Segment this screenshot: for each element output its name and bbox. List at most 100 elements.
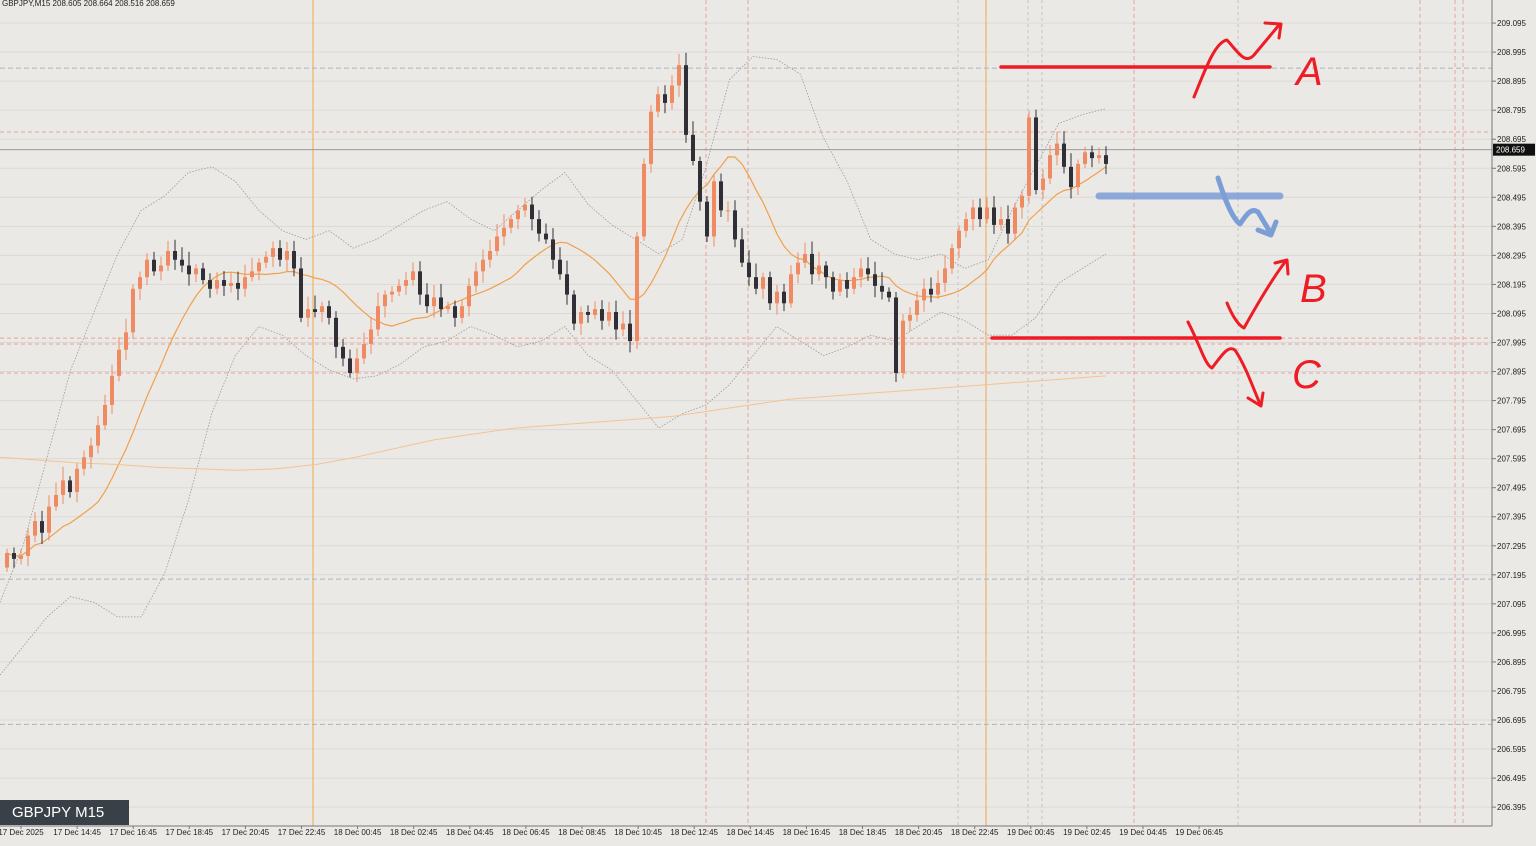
- annotation-letter-c: C: [1292, 353, 1322, 397]
- candle-body: [866, 268, 870, 275]
- moving-averages: [0, 156, 1107, 557]
- candle-body: [68, 480, 72, 493]
- candle-body: [397, 285, 401, 292]
- candle-body: [509, 219, 513, 228]
- candle-body: [642, 163, 646, 237]
- candle-body: [194, 268, 198, 275]
- y-tick-label: 208.895: [1497, 77, 1526, 86]
- candle-body: [390, 291, 394, 295]
- candle-body: [824, 265, 828, 278]
- candle-body: [243, 277, 247, 289]
- candle-body: [943, 268, 947, 283]
- candle-body: [19, 555, 23, 559]
- x-tick-label: 18 Dec 04:45: [446, 828, 494, 837]
- arrow-b-path: [1225, 260, 1287, 330]
- candle-body: [873, 274, 877, 286]
- candle-body: [621, 323, 625, 330]
- candle-body: [362, 343, 366, 359]
- candle-body: [348, 358, 352, 373]
- candle-body: [985, 207, 989, 220]
- y-tick-label: 207.795: [1497, 397, 1526, 406]
- annotation-letter-b: B: [1300, 267, 1327, 311]
- y-tick-label: 207.995: [1497, 338, 1526, 347]
- y-tick-label: 207.395: [1497, 513, 1526, 522]
- candle-body: [33, 521, 37, 536]
- y-tick-label: 206.595: [1497, 745, 1526, 754]
- candle-body: [152, 259, 156, 272]
- candle-body: [838, 280, 842, 292]
- candle-body: [411, 271, 415, 281]
- candle-body: [187, 265, 191, 275]
- x-tick-label: 18 Dec 02:45: [390, 828, 438, 837]
- gridlines: [0, 22, 1492, 808]
- y-tick-label: 206.695: [1497, 716, 1526, 725]
- candle-body: [719, 181, 723, 211]
- candle-body: [922, 288, 926, 301]
- candle-body: [957, 230, 961, 249]
- candle-body: [859, 268, 863, 278]
- candle-body: [439, 297, 443, 310]
- candle-body: [733, 210, 737, 240]
- y-tick-label: 207.295: [1497, 542, 1526, 551]
- candle-body: [474, 271, 478, 286]
- candle-body: [978, 207, 982, 220]
- candle-body: [915, 300, 919, 315]
- x-tick-label: 18 Dec 12:45: [670, 828, 718, 837]
- x-tick-label: 18 Dec 10:45: [614, 828, 662, 837]
- x-tick-label: 18 Dec 22:45: [951, 828, 999, 837]
- candle-body: [131, 288, 135, 333]
- candle-body: [1041, 178, 1045, 191]
- candle-body: [614, 312, 618, 330]
- reference-lines: [0, 0, 1492, 826]
- x-tick-label: 18 Dec 20:45: [895, 828, 943, 837]
- candle-body: [61, 480, 65, 495]
- candle-body: [166, 251, 170, 266]
- candle-body: [75, 468, 79, 493]
- candle-body: [908, 314, 912, 321]
- x-tick-label: 18 Dec 00:45: [334, 828, 382, 837]
- candle-body: [1027, 117, 1031, 196]
- candle-body: [831, 277, 835, 292]
- candle-body: [236, 282, 240, 289]
- x-tick-label: 18 Dec 18:45: [839, 828, 887, 837]
- candle-body: [936, 282, 940, 295]
- candle-body: [145, 259, 149, 278]
- candle-body: [425, 294, 429, 307]
- ma-fast-line: [6, 156, 1107, 557]
- current-price-label: 208.659: [1496, 146, 1525, 155]
- candle-body: [1097, 155, 1101, 159]
- candle-body: [1034, 117, 1038, 191]
- candle-body: [201, 268, 205, 281]
- candle-body: [971, 207, 975, 220]
- candle-body: [551, 239, 555, 260]
- candle-body: [1006, 219, 1010, 234]
- candle-body: [1069, 166, 1073, 188]
- x-tick-label: 17 Dec 22:45: [278, 828, 326, 837]
- candle-body: [89, 445, 93, 458]
- candle-body: [740, 239, 744, 263]
- current-price-box: [1493, 143, 1535, 156]
- candle-body: [306, 309, 310, 318]
- candle-body: [999, 219, 1003, 225]
- candle-body: [1013, 207, 1017, 234]
- candle-body: [488, 251, 492, 260]
- candle-body: [803, 253, 807, 263]
- candle-body: [467, 285, 471, 307]
- x-tick-label: 17 Dec 16:45: [109, 828, 157, 837]
- candle-body: [313, 309, 317, 313]
- y-tick-label: 207.895: [1497, 368, 1526, 377]
- arrow-c-path: [1186, 320, 1262, 406]
- candle-body: [845, 280, 849, 289]
- candle-body: [992, 207, 996, 225]
- candle-body: [418, 271, 422, 295]
- x-tick-label: 19 Dec 00:45: [1007, 828, 1055, 837]
- candle-body: [712, 181, 716, 237]
- candle-body: [600, 309, 604, 321]
- candle-body: [544, 233, 548, 240]
- candles: [5, 52, 1108, 572]
- candle-body: [376, 306, 380, 330]
- x-tick-label: 19 Dec 04:45: [1119, 828, 1167, 837]
- y-tick-label: 206.995: [1497, 629, 1526, 638]
- candle-body: [579, 312, 583, 324]
